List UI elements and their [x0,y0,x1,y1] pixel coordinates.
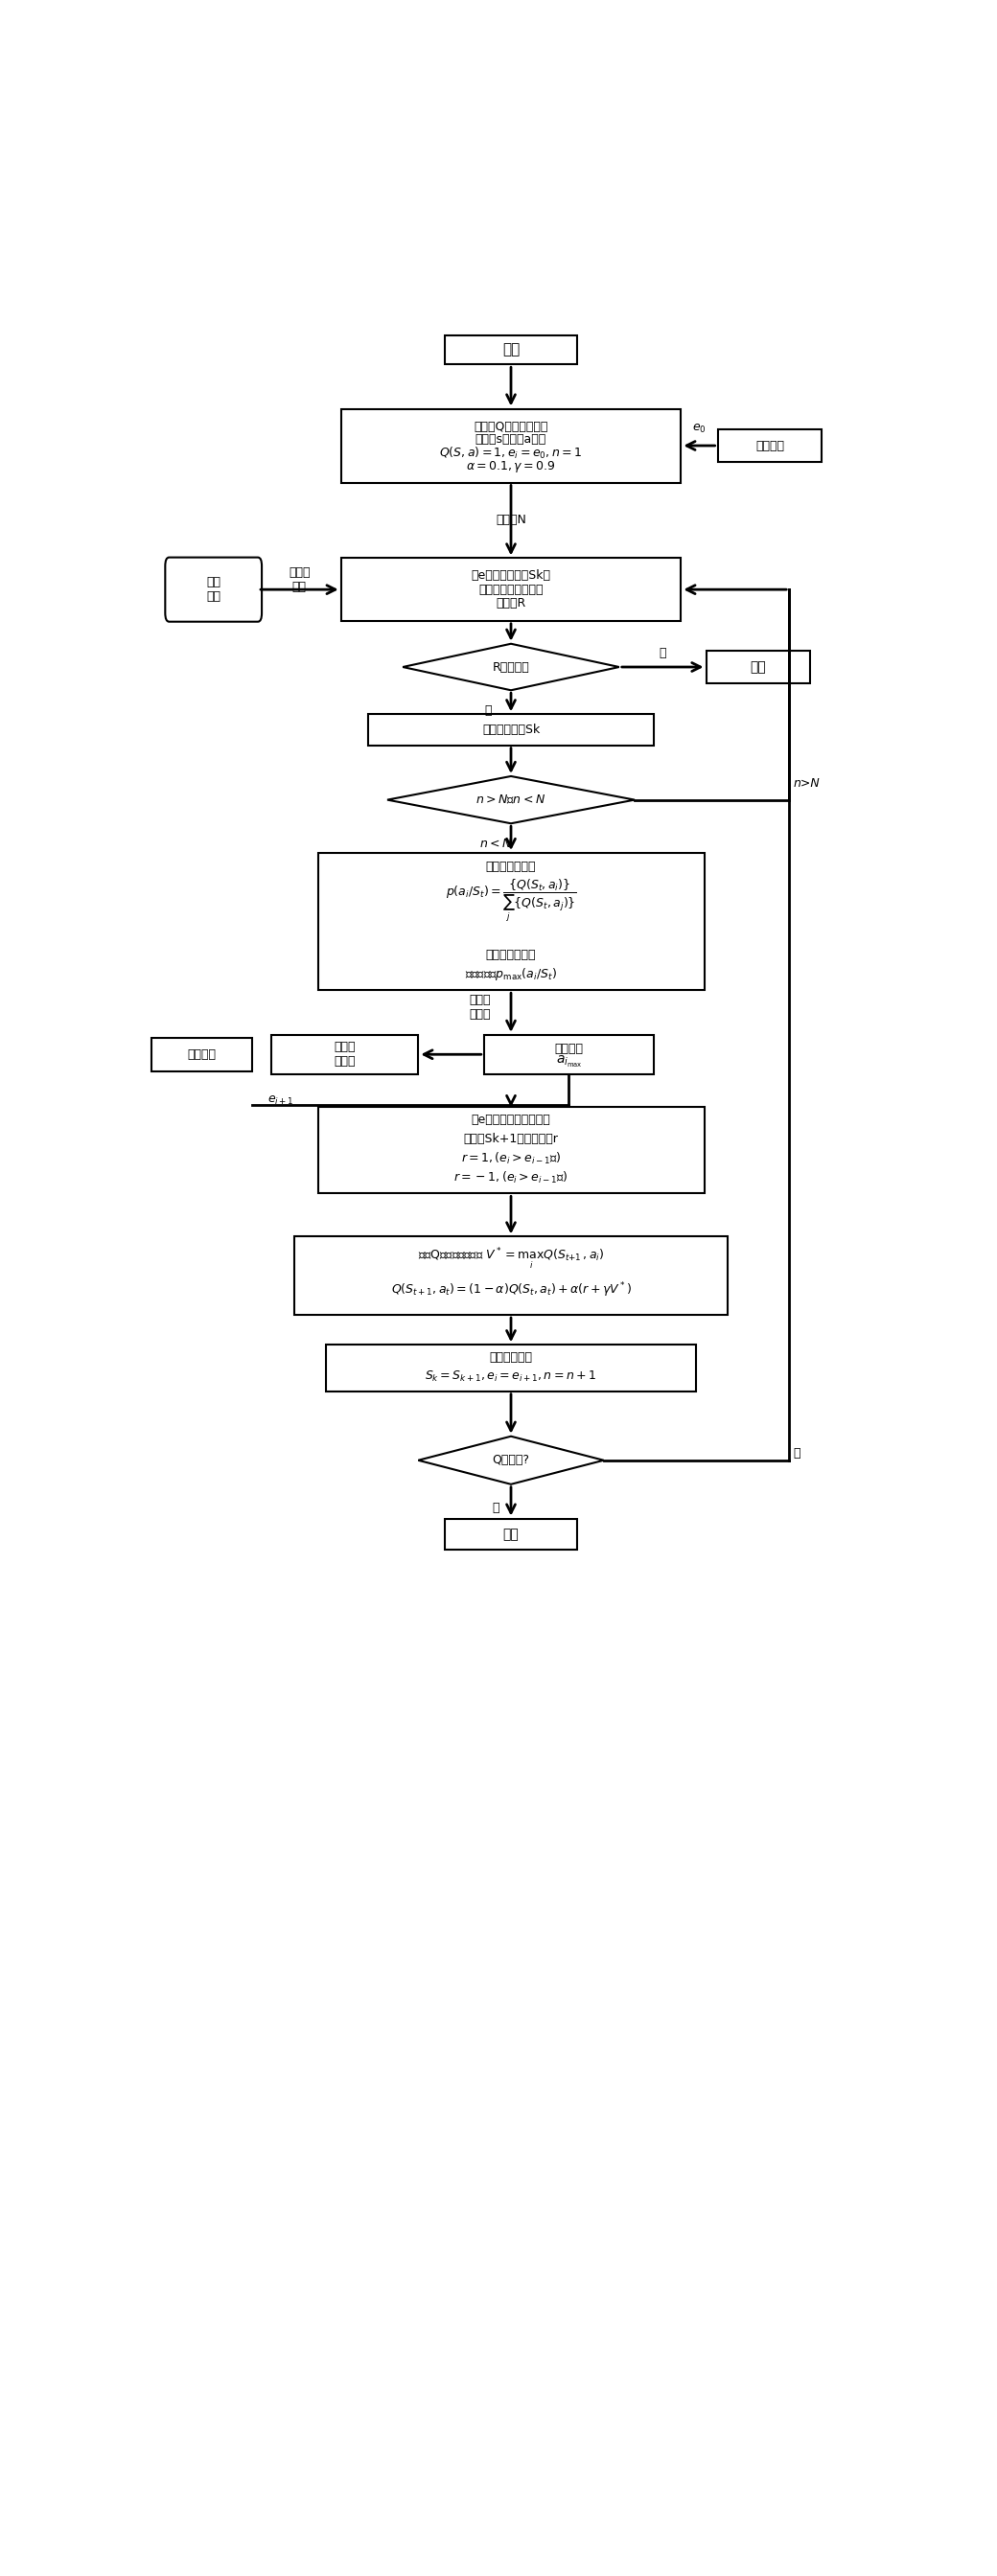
Text: 更新状态，令: 更新状态，令 [490,1352,532,1365]
Text: 优化
规则: 优化 规则 [206,577,220,603]
Text: 否: 否 [793,1448,801,1461]
FancyBboxPatch shape [152,1038,252,1072]
Text: 个状态Sk+1和立即回报r: 个状态Sk+1和立即回报r [464,1133,558,1146]
Text: n>N: n>N [793,778,820,788]
FancyBboxPatch shape [294,1236,728,1314]
Text: 的状态s和动作a，令: 的状态s和动作a，令 [476,433,546,446]
Text: 时选择可执行的优化: 时选择可执行的优化 [479,582,543,595]
Text: Q值稳定?: Q值稳定? [493,1453,529,1466]
Text: 概率计算式为：: 概率计算式为： [486,860,536,873]
FancyBboxPatch shape [341,410,681,482]
Text: $r=-1,(e_i>e_{i-1}$时$)$: $r=-1,(e_i>e_{i-1}$时$)$ [454,1170,568,1185]
Text: 规则集R: 规则集R [496,598,526,611]
Text: 初始化Q值，对于所有: 初始化Q值，对于所有 [474,420,548,433]
Text: $S_k=S_{k+1},e_i=e_{i+1},n=n+1$: $S_k=S_{k+1},e_i=e_{i+1},n=n+1$ [425,1370,597,1383]
Polygon shape [403,644,619,690]
Text: 更新调
度方案: 更新调 度方案 [470,994,491,1020]
Text: 开始: 开始 [502,343,519,358]
Text: $n<N$: $n<N$ [480,837,511,850]
FancyBboxPatch shape [341,559,681,621]
Text: 学习环境: 学习环境 [756,440,785,451]
Text: 结束: 结束 [750,659,767,675]
Text: 自定义N: 自定义N [496,515,526,526]
Text: 规则即
动作: 规则即 动作 [289,567,310,592]
FancyBboxPatch shape [325,1345,696,1391]
Text: $Q(S,a)=1,e_i=e_0,n=1$: $Q(S,a)=1,e_i=e_0,n=1$ [440,446,582,461]
Text: 获取当前状态Sk: 获取当前状态Sk [483,724,539,737]
FancyBboxPatch shape [271,1036,419,1074]
Text: $r=1,(e_i>e_{i-1}$时$)$: $r=1,(e_i>e_{i-1}$时$)$ [461,1151,561,1167]
Text: 态，找到：$p_{\max}(a_i/S_t)$: 态，找到：$p_{\max}(a_i/S_t)$ [465,966,557,981]
FancyBboxPatch shape [484,1036,654,1074]
FancyBboxPatch shape [718,430,822,461]
Text: 当前调
度方案: 当前调 度方案 [334,1041,356,1069]
Text: $p(a_i/S_t)=\dfrac{\{Q(S_t,a_i)\}}{\sum_j\{Q(S_t,a_j)\}}$: $p(a_i/S_t)=\dfrac{\{Q(S_t,a_i)\}}{\sum_… [446,878,576,925]
FancyBboxPatch shape [368,714,654,744]
FancyBboxPatch shape [446,335,576,363]
Text: $\alpha=0.1,\gamma=0.9$: $\alpha=0.1,\gamma=0.9$ [467,459,555,474]
FancyBboxPatch shape [166,556,262,621]
Text: $e_{i+1}$: $e_{i+1}$ [267,1095,294,1108]
Text: 更新Q函数值计算式为 $V^*=\max_i Q(S_{t+1},a_i)$: 更新Q函数值计算式为 $V^*=\max_i Q(S_{t+1},a_i)$ [418,1247,604,1270]
Text: R是否为空: R是否为空 [493,662,529,672]
Text: 学习环境: 学习环境 [187,1048,216,1061]
Text: 否: 否 [485,703,492,716]
Text: 根据系统当前状: 根据系统当前状 [486,948,536,961]
Text: $e_0$: $e_0$ [692,422,706,435]
Text: $a_{i_{\max}}$: $a_{i_{\max}}$ [555,1054,582,1069]
Text: 执行动作: 执行动作 [554,1043,583,1054]
Text: 是: 是 [659,647,666,659]
Text: 由e选择当前状态Sk同: 由e选择当前状态Sk同 [472,569,550,582]
FancyBboxPatch shape [446,1520,576,1551]
FancyBboxPatch shape [318,853,704,989]
Text: 是: 是 [492,1502,499,1515]
FancyBboxPatch shape [318,1108,704,1193]
Polygon shape [419,1437,604,1484]
FancyBboxPatch shape [706,652,811,683]
Text: $Q(S_{t+1},a_t)=(1-\alpha)Q(S_t,a_t)+\alpha(r+\gamma V^*)$: $Q(S_{t+1},a_t)=(1-\alpha)Q(S_t,a_t)+\al… [391,1280,631,1298]
Polygon shape [387,775,635,824]
Text: 结束: 结束 [502,1528,519,1540]
Text: $n>N$或$n<N$: $n>N$或$n<N$ [476,793,546,806]
Text: 由e值获取立即系统下一: 由e值获取立即系统下一 [472,1113,550,1126]
